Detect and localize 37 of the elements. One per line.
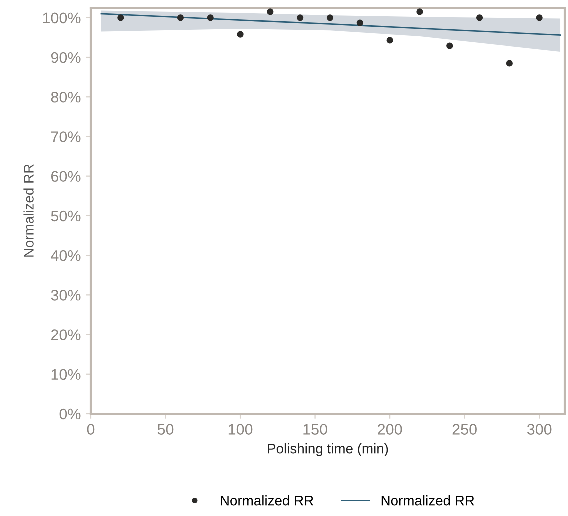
x-tick-label: 200 [378,424,402,435]
y-tick-label: 70% [51,132,81,142]
point [416,8,424,16]
y-axis-title: Normalized RR [24,164,34,257]
point [386,37,394,44]
y-tick-label: 90% [51,52,81,64]
y-tick-label: 0% [60,408,81,420]
y-tick-label: 100% [43,12,81,24]
point [118,14,124,22]
y-tick-label: 60% [51,171,81,182]
x-axis-title: Polishing time (min) [268,444,388,456]
y-tick-label: 40% [51,250,81,262]
point [297,14,304,22]
point [506,60,513,67]
point [207,14,214,22]
y-tick-label: 20% [51,330,81,340]
x-tick-label: 150 [304,424,328,435]
x-tick-label: 100 [228,424,253,435]
x-tick-label: 250 [452,424,477,435]
point [237,31,244,38]
point [536,14,543,22]
x-tick-label: 300 [527,424,552,435]
y-tick-label: 10% [52,369,81,380]
legend-label: Normalized RR [382,496,474,506]
line-series [100,13,562,36]
point [356,20,364,26]
point [476,14,484,22]
y-tick-label: 50% [51,210,81,222]
y-tick-label: 30% [51,290,81,301]
x-tick-label: 50 [158,424,174,435]
x-tick-label: 0 [87,424,95,435]
y-tick-label: 80% [51,92,81,103]
point [446,42,454,50]
point [326,14,334,22]
point [177,14,184,22]
point [267,8,274,16]
legend-label: Normalized RR [221,496,314,506]
